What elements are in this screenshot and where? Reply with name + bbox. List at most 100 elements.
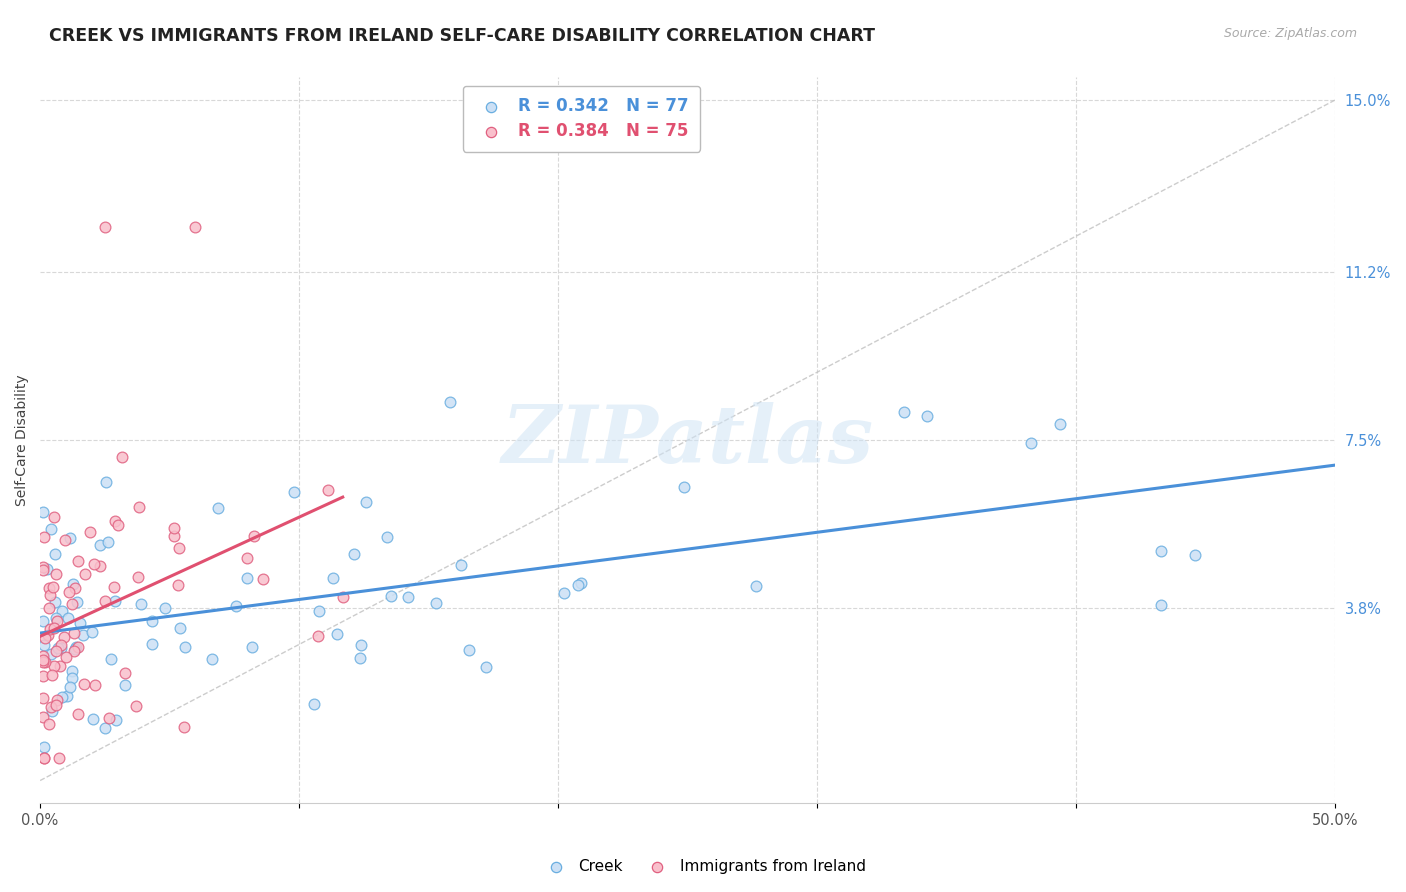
Point — [89, 559, 111, 574]
Point — [32, 751, 55, 765]
Point — [42, 580, 65, 594]
Point — [207, 501, 229, 516]
Point — [302, 698, 325, 712]
Point — [893, 405, 915, 419]
Point — [98, 711, 121, 725]
Point — [31, 710, 53, 724]
Point — [38, 600, 60, 615]
Point — [475, 660, 498, 674]
Point — [39, 588, 62, 602]
Point — [53, 630, 76, 644]
Point — [167, 541, 190, 555]
Point — [1184, 548, 1206, 562]
Point — [38, 717, 60, 731]
Point — [80, 624, 103, 639]
Point — [66, 640, 89, 654]
Point — [83, 678, 105, 692]
Point — [184, 220, 207, 235]
Point — [38, 581, 60, 595]
Point — [163, 521, 186, 535]
Point — [32, 530, 55, 544]
Point — [51, 690, 73, 704]
Point — [167, 578, 190, 592]
Point — [41, 667, 63, 681]
Point — [51, 640, 73, 655]
Point — [56, 610, 79, 624]
Point — [396, 590, 419, 604]
Point — [169, 621, 191, 635]
Point — [105, 713, 128, 727]
Legend: Creek, Immigrants from Ireland: Creek, Immigrants from Ireland — [534, 853, 872, 880]
Point — [114, 665, 136, 680]
Point — [1019, 435, 1042, 450]
Point — [141, 637, 163, 651]
Point — [48, 751, 70, 765]
Point — [380, 589, 402, 603]
Point — [100, 652, 122, 666]
Point — [39, 700, 62, 714]
Point — [425, 595, 447, 609]
Point — [567, 578, 589, 592]
Point — [1150, 598, 1173, 612]
Point — [35, 562, 58, 576]
Point — [69, 615, 91, 630]
Point — [94, 475, 117, 489]
Point — [65, 640, 87, 654]
Point — [354, 495, 377, 509]
Point — [307, 629, 329, 643]
Point — [375, 530, 398, 544]
Point — [283, 485, 305, 500]
Point — [45, 644, 67, 658]
Point — [31, 563, 53, 577]
Point — [174, 640, 197, 655]
Point — [236, 571, 259, 585]
Point — [326, 627, 349, 641]
Point — [32, 669, 55, 683]
Point — [58, 531, 80, 545]
Point — [553, 586, 575, 600]
Point — [38, 622, 60, 636]
Point — [332, 590, 354, 604]
Point — [1049, 417, 1071, 432]
Point — [63, 644, 86, 658]
Point — [125, 698, 148, 713]
Point — [322, 571, 344, 585]
Point — [55, 533, 77, 547]
Point — [94, 594, 117, 608]
Text: ZIPatlas: ZIPatlas — [502, 401, 873, 479]
Point — [94, 721, 117, 735]
Point — [51, 604, 73, 618]
Point — [49, 659, 72, 673]
Point — [45, 611, 67, 625]
Point — [72, 628, 94, 642]
Point — [45, 698, 67, 712]
Point — [73, 677, 96, 691]
Point — [62, 577, 84, 591]
Point — [107, 517, 129, 532]
Point — [131, 597, 153, 611]
Point — [63, 581, 86, 595]
Point — [104, 514, 127, 528]
Point — [439, 395, 461, 409]
Point — [225, 599, 247, 614]
Point — [349, 651, 371, 665]
Point — [39, 648, 62, 662]
Point — [83, 557, 105, 571]
Point — [128, 500, 150, 515]
Point — [343, 548, 366, 562]
Point — [915, 409, 938, 423]
Point — [32, 740, 55, 755]
Point — [75, 566, 97, 581]
Point — [31, 648, 53, 663]
Point — [308, 603, 330, 617]
Point — [45, 567, 67, 582]
Point — [252, 572, 274, 586]
Point — [58, 585, 80, 599]
Point — [672, 480, 695, 494]
Point — [32, 506, 55, 520]
Point — [63, 626, 86, 640]
Point — [569, 576, 592, 591]
Point — [316, 483, 339, 498]
Point — [66, 706, 89, 721]
Point — [243, 529, 266, 543]
